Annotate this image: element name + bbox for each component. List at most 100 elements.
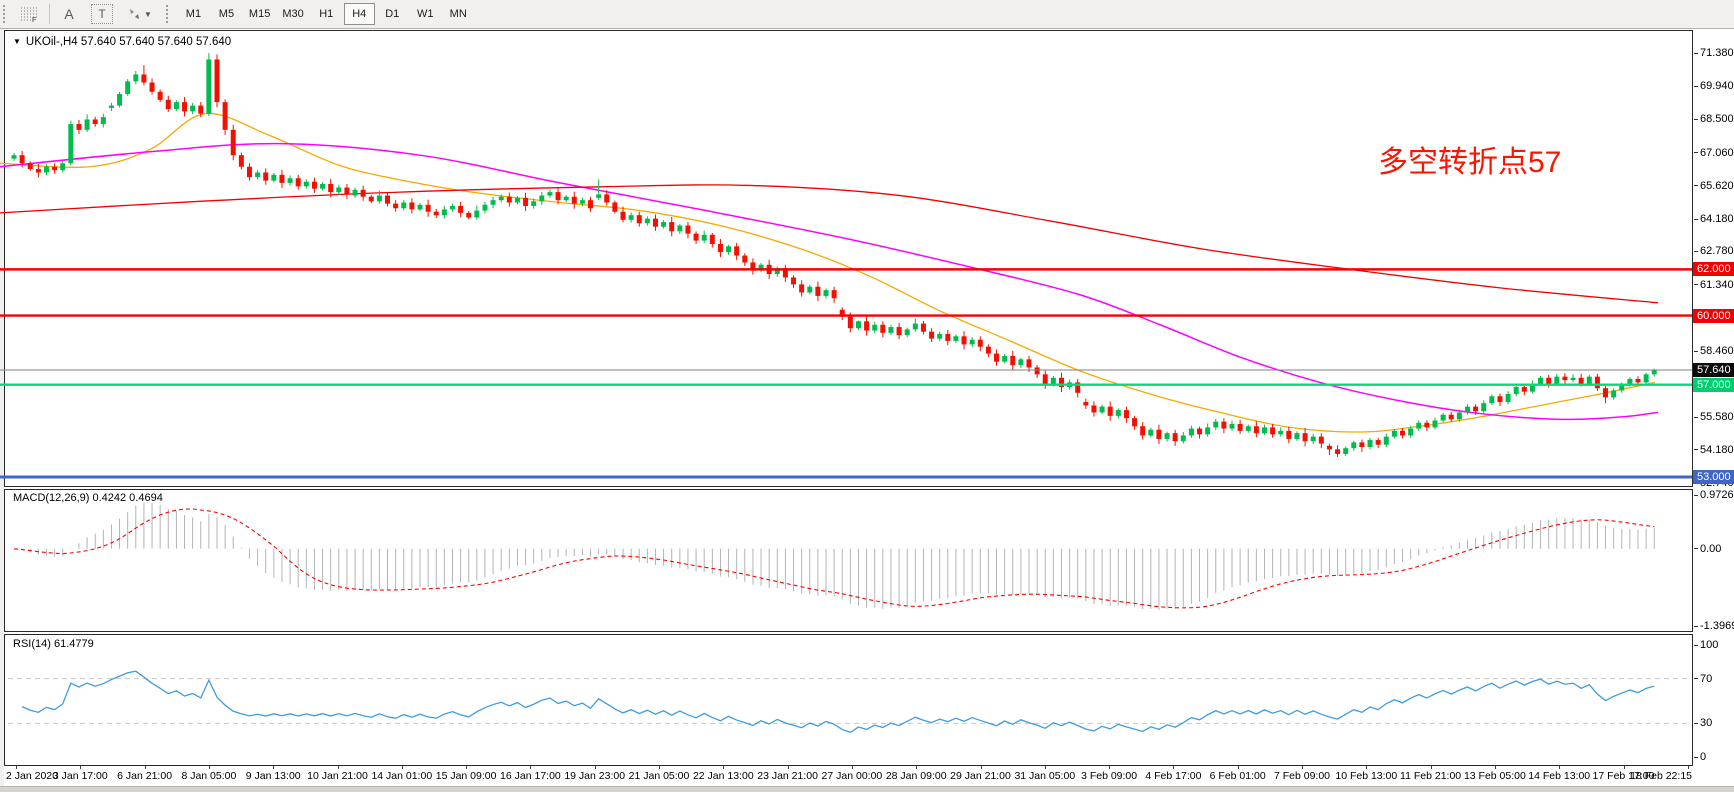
toolbar-gripper[interactable] [3,5,9,23]
time-tick [1109,766,1111,769]
tf-button-m15[interactable]: M15 [248,8,271,20]
candle-bull [1456,412,1462,420]
candle-bull [441,209,447,216]
candle-bull [303,181,309,187]
candle-bear [929,331,935,339]
candle-bear [1326,445,1332,450]
rsi-indicator-label: RSI(14) 61.4779 [13,638,94,650]
candle-bear [1473,406,1479,412]
tf-button-d1[interactable]: D1 [385,8,400,20]
candle-bear [709,234,715,245]
macd-canvas[interactable] [0,489,1692,632]
price-tag-57.000: 57.000 [1693,377,1734,392]
macd-pane[interactable] [4,489,1693,632]
candle-bear [523,197,529,206]
candle-bear [831,290,837,299]
candle-bull [1351,442,1357,449]
candle-bear [604,194,610,203]
candle-bull [953,336,959,341]
text-tool-button[interactable]: T [91,4,113,24]
rsi-pane[interactable] [4,634,1693,766]
candle-bull [1432,420,1438,428]
grid-f-icon-button[interactable]: F [15,3,43,25]
candle-bear [27,163,33,170]
rsi-axis-label-100: 100 [1694,639,1718,651]
tf-button-h1[interactable]: H1 [319,8,334,20]
tf-button-mn[interactable]: MN [449,8,467,20]
candle-bear [222,102,228,130]
candle-bear [344,187,350,195]
macd-signal-line [13,508,1655,609]
candle-bear [1123,410,1129,419]
candle-bear [750,262,756,271]
time-label: 10 Jan 21:00 [307,770,368,782]
candle-bull [1619,384,1625,391]
candle-bull [11,155,17,159]
rsi-canvas[interactable] [0,634,1692,766]
candle-bear [1058,377,1064,388]
candle-bull [1464,406,1470,413]
candle-bear [246,166,252,178]
toolbar-gripper-2[interactable] [165,5,172,23]
candle-bull [320,184,326,189]
candle-bear [571,196,577,204]
candle-bull [1002,355,1008,362]
time-tick [787,766,789,769]
ma-slow-red [0,184,1659,304]
price-axis-column[interactable] [1693,30,1734,766]
candle-bear [1172,433,1178,442]
candle-bull [1416,422,1422,429]
candle-bull [474,210,480,218]
price-tick-61.340: 61.340 [1694,279,1734,291]
candle-bear [864,321,870,331]
candle-bear [1253,426,1259,434]
arrows-tool-button[interactable]: ▼ [122,3,157,25]
time-label: 13 Feb 05:00 [1463,770,1526,782]
candle-bull [1391,430,1397,437]
candle-bull [547,192,553,196]
candle-bear [985,346,991,354]
candle-bull [888,327,894,333]
time-label: 23 Jan 21:00 [757,770,818,782]
candle-bear [149,82,155,92]
tf-button-m5[interactable]: M5 [218,8,235,20]
tf-button-h4[interactable]: H4 [343,3,375,25]
time-tick [1430,766,1432,769]
ma-mid-magenta [0,142,1659,421]
candle-bull [1229,423,1235,429]
macd-indicator-label: MACD(12,26,9) 0.4242 0.4694 [13,492,163,504]
text-label-tool-button[interactable]: A [64,6,74,22]
candle-bear [1375,440,1381,445]
price-tick-67.060: 67.060 [1694,147,1734,159]
candle-bear [1302,433,1308,442]
candle-bull [701,234,707,241]
time-tick [980,766,982,769]
tf-button-m1[interactable]: M1 [185,8,202,20]
ma-fast-orange [0,112,1656,433]
candle-bear [466,212,472,218]
candle-bear [896,327,902,336]
candle-bear [1197,428,1203,435]
price-tick-62.780: 62.780 [1694,245,1734,257]
candle-bear [1635,378,1641,383]
tf-button-m30[interactable]: M30 [282,8,304,20]
candle-bear [1359,442,1365,448]
candle-bear [198,105,204,114]
candle-bear [815,286,821,296]
candle-bear [945,333,951,341]
tf-button-w1[interactable]: W1 [416,8,434,20]
main-chart-pane[interactable] [4,30,1693,487]
time-axis[interactable]: 2 Jan 2020 3 Jan 17:00 6 Jan 21:00 8 Jan 05… [4,766,1693,786]
time-label: 16 Jan 17:00 [500,770,561,782]
candle-bear [1156,429,1162,439]
time-tick [208,766,210,769]
candle-bull [482,204,488,211]
candle-bull [758,264,764,271]
time-label: 27 Jan 00:00 [821,770,883,782]
candle-bear [977,339,983,347]
candle-bull [1050,377,1056,385]
time-label: 19 Jan 23:00 [564,770,626,782]
chart-menu-triangle-icon[interactable]: ▼ [13,37,21,46]
macd-axis-label-0.9726: 0.9726 [1694,489,1734,501]
main-chart-canvas[interactable] [0,30,1692,487]
